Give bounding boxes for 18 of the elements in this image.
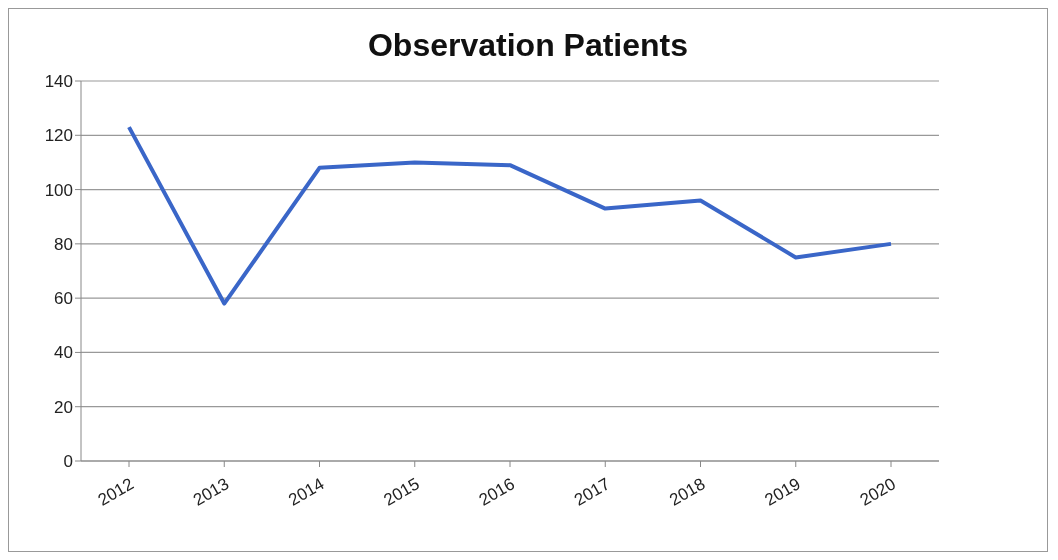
x-tick-label: 2020 [856, 474, 899, 510]
x-tick-label: 2012 [94, 474, 137, 510]
chart-title: Observation Patients [366, 27, 690, 65]
x-tick-label: 2019 [761, 474, 804, 510]
x-tick-label: 2016 [475, 474, 518, 510]
y-tick-label: 120 [44, 126, 73, 146]
y-tick-label: 0 [63, 452, 73, 472]
x-tick-label: 2015 [380, 474, 423, 510]
line-series [127, 125, 893, 306]
y-tick-label: 140 [44, 72, 73, 92]
x-tick-label: 2018 [666, 474, 709, 510]
y-tick-label: 60 [54, 289, 73, 309]
x-tick-label: 2014 [285, 474, 328, 510]
x-tick-label: 2013 [189, 474, 233, 510]
y-tick-label: 100 [44, 180, 73, 200]
y-tick-label: 80 [54, 234, 73, 254]
y-tick-label: 40 [54, 343, 73, 363]
y-tick-label: 20 [54, 397, 73, 417]
